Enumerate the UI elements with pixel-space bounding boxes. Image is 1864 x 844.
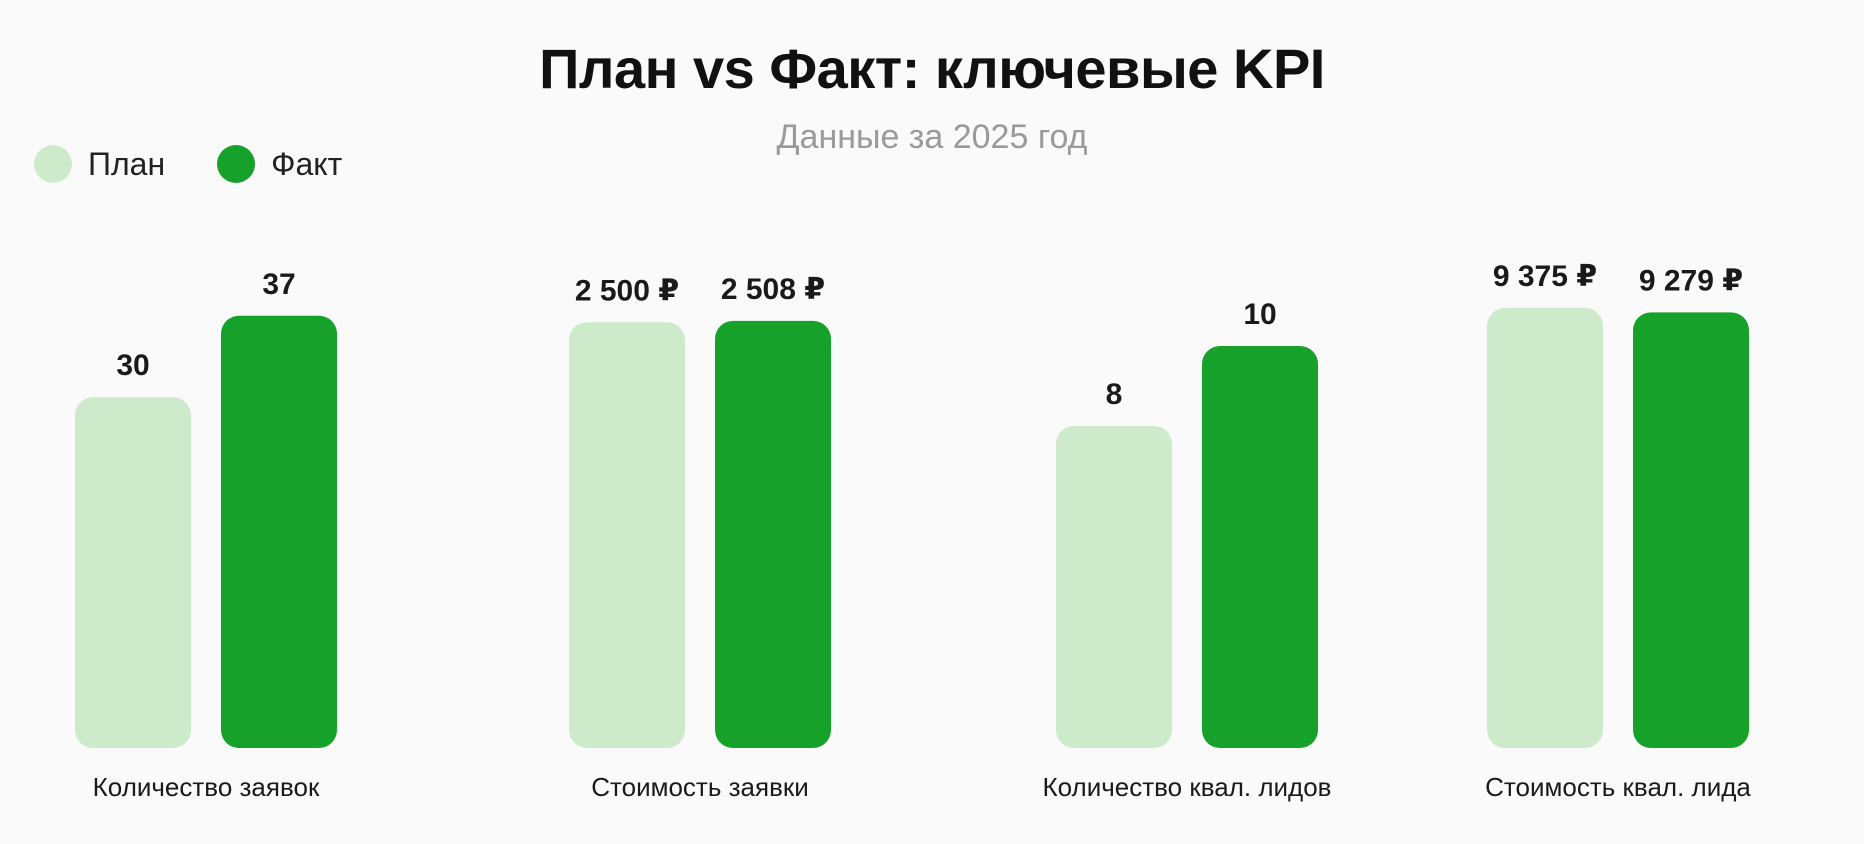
legend-swatch-plan [34, 145, 72, 183]
bar-fact-qual-leads-count [1202, 346, 1318, 748]
data-label-plan-request-cost: 2 500 ₽ [575, 274, 679, 307]
legend-item-fact: Факт [217, 145, 342, 183]
data-label-plan-requests-count: 30 [116, 349, 149, 382]
legend: План Факт [34, 145, 394, 183]
bar-group-request-cost: 2 500 ₽ 2 508 ₽ Стоимость заявки [569, 273, 831, 802]
bar-fact-qual-lead-cost [1633, 312, 1749, 748]
bar-plan-qual-lead-cost [1487, 307, 1603, 748]
category-label-request-cost: Стоимость заявки [591, 772, 809, 802]
bar-fact-request-cost [715, 320, 831, 748]
chart-title: План vs Факт: ключевые KPI [539, 37, 1325, 100]
bar-plan-requests-count [75, 397, 191, 748]
data-label-fact-requests-count: 37 [262, 268, 295, 301]
bar-group-qual-lead-cost: 9 375 ₽ 9 279 ₽ Стоимость квал. лида [1485, 260, 1751, 802]
category-label-qual-leads-count: Количество квал. лидов [1043, 772, 1332, 802]
category-label-qual-lead-cost: Стоимость квал. лида [1485, 772, 1751, 802]
bar-plan-qual-leads-count [1056, 426, 1172, 748]
data-label-fact-qual-lead-cost: 9 279 ₽ [1639, 264, 1743, 297]
legend-item-plan: План [34, 145, 165, 183]
category-label-requests-count: Количество заявок [93, 772, 320, 802]
data-label-plan-qual-lead-cost: 9 375 ₽ [1493, 260, 1597, 293]
data-label-plan-qual-leads-count: 8 [1106, 378, 1123, 411]
bar-plan-request-cost [569, 322, 685, 748]
legend-label-plan: План [88, 145, 166, 182]
legend-swatch-fact [217, 145, 256, 183]
legend-label-fact: Факт [271, 145, 343, 182]
bar-group-qual-leads-count: 8 10 Количество квал. лидов [1043, 298, 1332, 802]
bar-group-requests-count: 30 37 Количество заявок [75, 268, 337, 802]
chart-subtitle: Данные за 2025 год [776, 118, 1088, 156]
data-label-fact-qual-leads-count: 10 [1243, 298, 1276, 331]
bar-fact-requests-count [221, 315, 337, 748]
data-label-fact-request-cost: 2 508 ₽ [721, 273, 825, 306]
